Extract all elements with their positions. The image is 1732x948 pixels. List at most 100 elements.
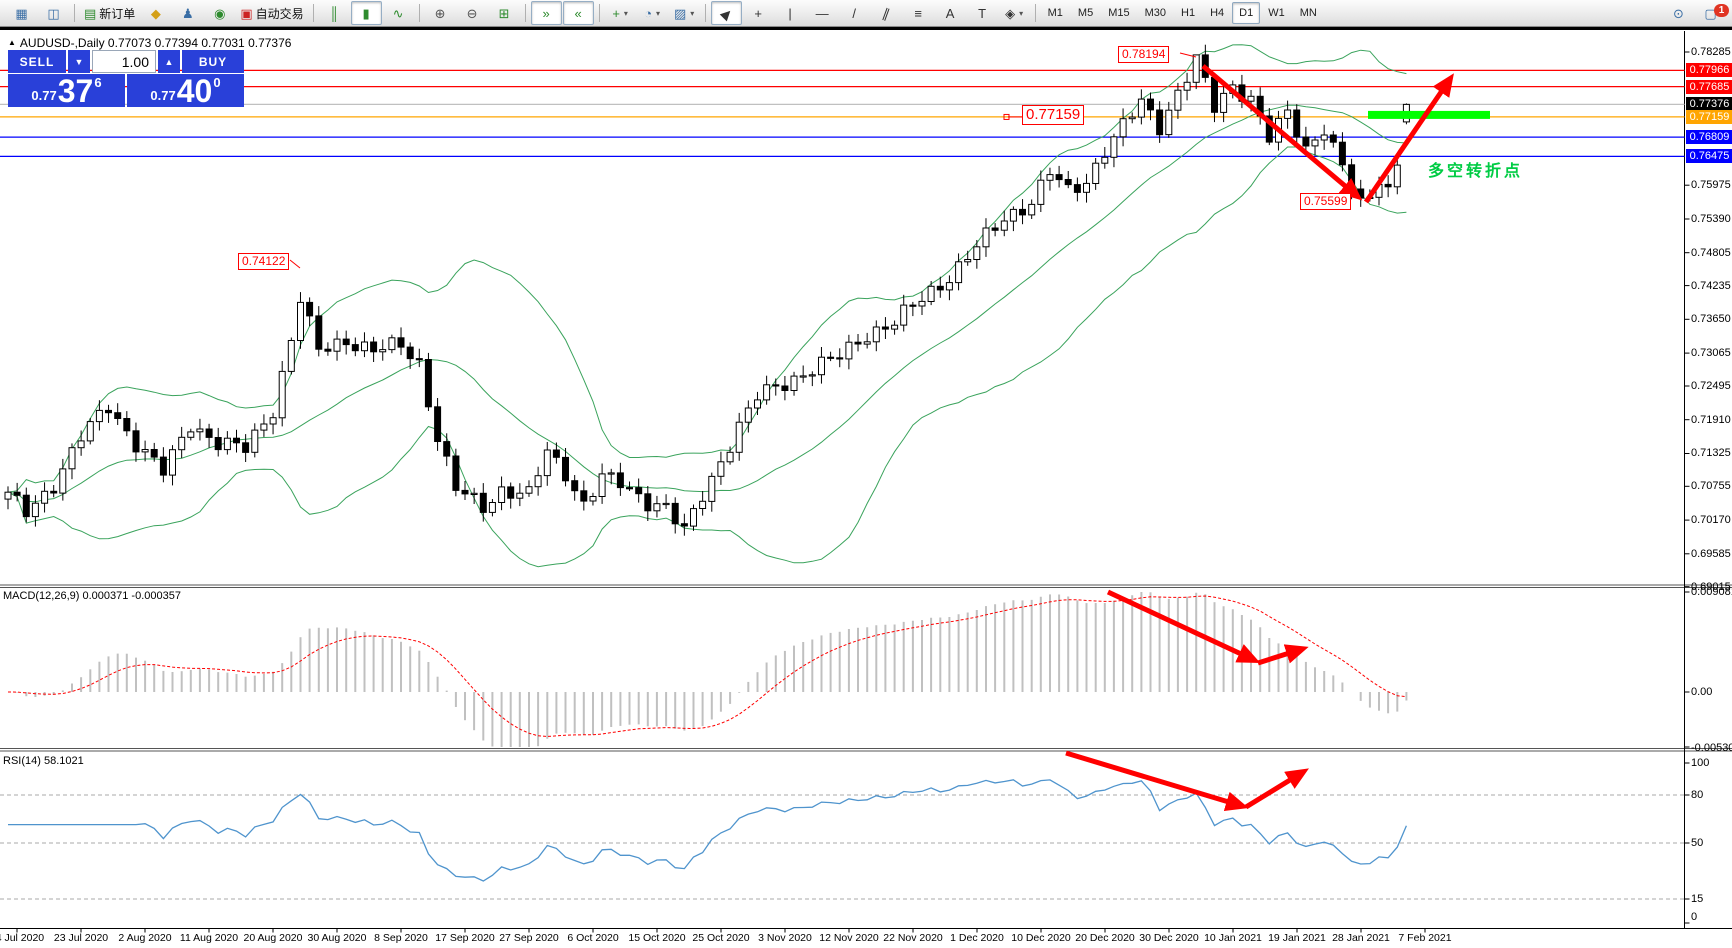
date-axis-label: 10 Jan 2021 — [1204, 932, 1262, 944]
search-button[interactable]: ⊙ — [1663, 1, 1694, 25]
price-axis-label: 0.75975 — [1691, 179, 1731, 192]
eraser-icon-icon: ◆ — [150, 5, 161, 21]
signals-icon: ◉ — [214, 5, 226, 21]
trendline-button[interactable]: / — [839, 1, 870, 25]
crosshair-button[interactable]: + — [743, 1, 774, 25]
bar-chart-button[interactable]: ║ — [319, 1, 350, 25]
timeframe-m30-button[interactable]: M30 — [1144, 7, 1166, 19]
profiles-button[interactable]: ◫ — [38, 1, 69, 25]
price-annotation-label[interactable]: 0.74122 — [238, 253, 290, 270]
toolbar-separator — [1034, 4, 1036, 22]
chart-shift-button[interactable]: « — [562, 1, 594, 25]
horizontal-line-button[interactable]: — — [807, 1, 838, 25]
chat-button[interactable]: ▢ 1 — [1695, 1, 1729, 25]
new-chart-icon: ▦ — [15, 5, 28, 21]
indicators-button[interactable]: + ▾ — [605, 1, 636, 25]
line-chart-icon: ∿ — [392, 5, 404, 21]
support-zone-highlight[interactable] — [1368, 110, 1490, 119]
new-order-button[interactable]: ▤ 新订单 — [80, 1, 139, 25]
timeframe-d1-button[interactable]: D1 — [1232, 2, 1261, 24]
date-axis-label: 7 Feb 2021 — [1398, 932, 1452, 944]
buy-button[interactable]: BUY — [182, 50, 244, 73]
rsi-axis-label: 80 — [1691, 789, 1704, 801]
auto-trading-button[interactable]: ▣ 自动交易 — [236, 1, 307, 25]
chart-shift-icon: « — [574, 5, 582, 21]
trend-arrows[interactable] — [1065, 64, 1454, 811]
zoom-in-button[interactable]: ⊕ — [425, 1, 456, 25]
arrows-button[interactable]: ◈ ▾ — [999, 1, 1030, 25]
text-icon: A — [945, 5, 955, 21]
toolbar-separator — [74, 4, 75, 22]
price-axis-badge: 0.77159 — [1686, 109, 1732, 124]
date-axis-label: 22 Nov 2020 — [883, 932, 943, 944]
timeframe-m5-button[interactable]: M5 — [1077, 7, 1094, 19]
timeframe-mn-button[interactable]: MN — [1299, 7, 1317, 19]
periods-icon: ◔ — [644, 5, 653, 21]
rsi-indicator-label: RSI(14) 58.1021 — [3, 755, 84, 767]
price-annotation-label[interactable]: 0.78194 — [1118, 46, 1170, 63]
macd-axis-label: 0.009081 — [1691, 586, 1732, 598]
line-chart-button[interactable]: ∿ — [383, 1, 414, 25]
tile-windows-button[interactable]: ⊞ — [489, 1, 520, 25]
timeframe-h4-button[interactable]: H4 — [1210, 7, 1225, 19]
expert-advisors-icon: ♟ — [181, 5, 194, 21]
price-axis-label: 0.71325 — [1691, 447, 1731, 460]
price-axis-badge: 0.76809 — [1686, 130, 1732, 145]
eraser-icon-button[interactable]: ◆ — [140, 1, 171, 25]
date-axis-label: 20 Aug 2020 — [243, 932, 303, 944]
periods-button[interactable]: ◔ ▾ — [637, 1, 668, 25]
date-axis-label: 10 Dec 2020 — [1011, 932, 1071, 944]
axis-ticks — [16, 51, 1690, 933]
date-axis-label: 30 Aug 2020 — [307, 932, 367, 944]
timeframe-m15-button[interactable]: M15 — [1108, 7, 1130, 19]
cursor-button[interactable]: ▶ — [710, 1, 742, 25]
candlestick-button[interactable]: ▮ — [350, 1, 382, 25]
price-annotation-label[interactable]: 0.77159 — [1022, 105, 1085, 125]
price-axis-label: 0.70755 — [1691, 480, 1731, 493]
bollinger-bands[interactable] — [7, 44, 1407, 568]
timeframe-h1-button[interactable]: H1 — [1181, 7, 1196, 19]
buy-price[interactable]: 0.77 40 0 — [127, 74, 244, 107]
signals-button[interactable]: ◉ — [204, 1, 235, 25]
trendline-icon: / — [852, 5, 856, 21]
fibonacci-button[interactable]: ≡ — [903, 1, 934, 25]
auto-scroll-button[interactable]: » — [530, 1, 562, 25]
chart-title: ▲ AUDUSD-,Daily 0.77073 0.77394 0.77031 0… — [8, 36, 291, 50]
collapse-trade-panel-icon[interactable]: ▲ — [8, 38, 16, 47]
sell-button[interactable]: SELL — [8, 50, 66, 73]
timeframe-m1-button[interactable]: M1 — [1047, 7, 1063, 19]
toolbar-separator — [418, 4, 420, 22]
date-axis-label: 25 Oct 2020 — [692, 932, 750, 944]
turning-point-annotation[interactable]: 多空转折点 — [1428, 163, 1524, 180]
zoom-out-icon: ⊖ — [466, 5, 478, 21]
horizontal-level-lines[interactable] — [0, 69, 1685, 157]
date-axis-label: 20 Dec 2020 — [1075, 932, 1135, 944]
new-chart-button[interactable]: ▦ — [6, 1, 37, 25]
vertical-line-button[interactable]: | — [775, 1, 806, 25]
date-axis-label: 2 Aug 2020 — [118, 932, 172, 944]
price-axis-label: 0.78285 — [1691, 46, 1731, 58]
expert-advisors-button[interactable]: ♟ — [172, 1, 203, 25]
auto-trading-button-label: 自动交易 — [255, 6, 304, 21]
arrows-icon: ◈ — [1005, 5, 1016, 21]
text-button[interactable]: A — [935, 1, 966, 25]
price-axis-label: 0.71910 — [1691, 413, 1731, 426]
volume-input[interactable]: 1.00 — [92, 50, 156, 73]
notification-badge: 1 — [1714, 4, 1729, 17]
macd-axis-label: -0.005306 — [1691, 742, 1732, 754]
sell-price[interactable]: 0.77 37 6 — [8, 74, 125, 107]
date-axis-label: 11 Aug 2020 — [179, 932, 239, 944]
channel-button[interactable]: ∥ — [871, 1, 902, 25]
volume-down-button[interactable]: ▼ — [68, 50, 90, 73]
text-label-button[interactable]: T — [967, 1, 998, 25]
timeframe-w1-button[interactable]: W1 — [1268, 7, 1285, 19]
price-axis-label: 0.74805 — [1691, 246, 1731, 259]
rsi-axis-label: 50 — [1691, 837, 1704, 849]
zoom-out-button[interactable]: ⊖ — [457, 1, 488, 25]
templates-button[interactable]: ▨ ▾ — [669, 1, 700, 25]
date-axis-label: 28 Jan 2021 — [1332, 932, 1390, 944]
volume-up-button[interactable]: ▲ — [158, 50, 180, 73]
price-axis-label: 0.69585 — [1691, 547, 1731, 560]
price-annotation-label[interactable]: 0.75599 — [1300, 193, 1352, 210]
